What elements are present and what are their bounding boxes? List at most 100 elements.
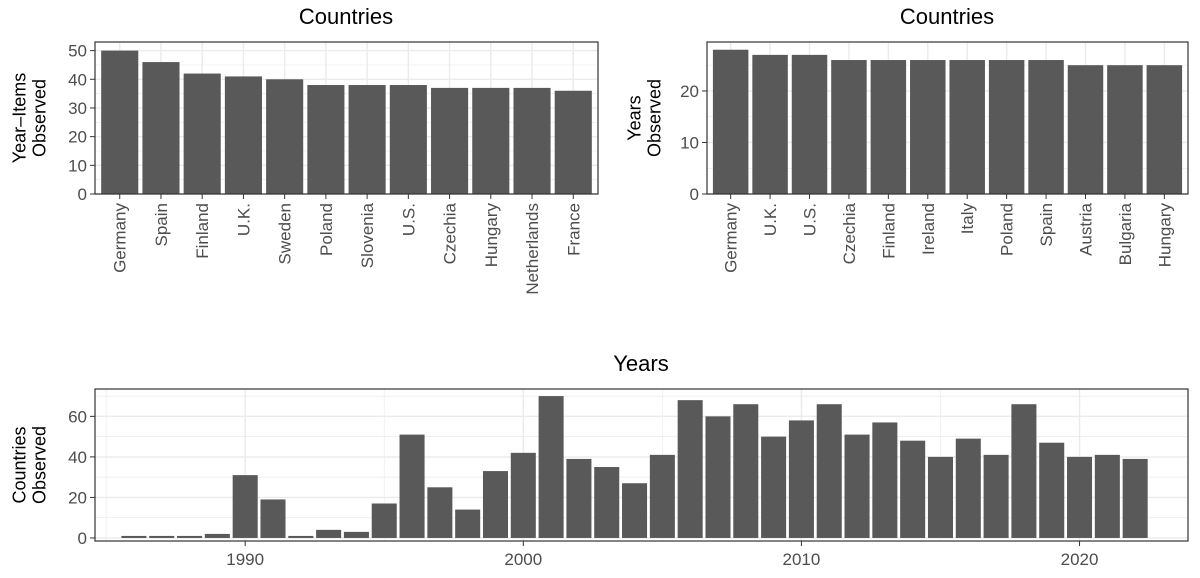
y-tick-label: 0 <box>78 185 87 204</box>
bar <box>712 49 749 194</box>
y-tick-label: 20 <box>68 128 87 147</box>
bar <box>431 87 469 194</box>
bar <box>538 396 564 538</box>
bar <box>232 475 258 538</box>
bar <box>343 531 369 538</box>
bar <box>761 436 787 538</box>
x-tick-label: Spain <box>152 203 171 246</box>
x-tick-label: Sweden <box>276 203 295 264</box>
y-tick-label: 0 <box>78 529 87 548</box>
panel-3: Years CountriesObserved 1990 2000 2010 2020 0 2… <box>10 351 1189 569</box>
bar <box>101 50 139 194</box>
y-tick-label: 60 <box>68 407 87 426</box>
x-tick-label: Hungary <box>1155 203 1174 268</box>
bar <box>482 471 509 538</box>
bar <box>183 73 221 194</box>
x-tick-label: Bulgaria <box>1116 202 1135 265</box>
y-axis-label-line: Countries <box>10 426 30 503</box>
y-tick-label: 20 <box>68 488 87 507</box>
bar <box>955 438 981 538</box>
panel-1: Countries Year–ItemsObserved Germany Spain F… <box>10 4 599 295</box>
x-tick-label: Poland <box>317 203 336 256</box>
bar <box>1067 456 1093 538</box>
bar <box>554 90 592 194</box>
x-tick-label: Germany <box>722 203 741 273</box>
x-tick-label: 2000 <box>504 550 542 569</box>
bar <box>872 422 898 538</box>
y-tick-label: 40 <box>68 448 87 467</box>
x-tick-label: Finland <box>879 203 898 259</box>
x-tick-label: Germany <box>111 203 130 273</box>
bar <box>177 535 203 538</box>
x-tick-label: Ireland <box>919 203 938 255</box>
bar <box>1067 65 1104 195</box>
bar <box>307 85 345 194</box>
x-tick-label: Spain <box>1037 203 1056 246</box>
panel-border <box>94 41 599 195</box>
bar <box>260 499 286 538</box>
y-axis-label-line: Year–Items <box>10 73 30 163</box>
bar <box>472 87 510 194</box>
bar <box>513 87 551 194</box>
y-tick-label: 20 <box>680 82 699 101</box>
bar <box>705 416 731 538</box>
x-tick-label: 2010 <box>783 550 821 569</box>
bar <box>121 535 147 538</box>
panel-2: Countries YearsObserved Germany U.K. U.S. Cze… <box>625 4 1189 273</box>
bar <box>900 440 926 538</box>
y-axis-label: CountriesObserved <box>10 426 50 504</box>
x-tick-label: 1990 <box>226 550 264 569</box>
bar <box>910 60 946 194</box>
bar <box>870 60 907 194</box>
bar <box>677 400 703 538</box>
panel-border <box>94 388 1189 542</box>
bar <box>510 452 536 538</box>
y-tick-label: 50 <box>68 42 87 61</box>
bar <box>455 509 481 538</box>
bar <box>1011 404 1037 538</box>
bar <box>142 62 180 194</box>
bar <box>649 454 675 538</box>
y-axis-label-line: Observed <box>29 79 49 157</box>
y-tick-label: 30 <box>68 99 87 118</box>
panel-title: Years <box>613 351 668 376</box>
x-tick-label: U.K. <box>234 203 253 236</box>
bar <box>316 529 342 538</box>
bar <box>348 85 386 194</box>
bar <box>566 458 592 538</box>
x-tick-label: 2020 <box>1061 550 1099 569</box>
bar <box>752 54 788 195</box>
panel-title: Countries <box>900 4 994 29</box>
bar <box>594 467 620 538</box>
bar <box>1122 458 1148 538</box>
y-axis-label: YearsObserved <box>625 79 665 157</box>
x-tick-label: U.S. <box>801 203 820 236</box>
bar <box>949 60 985 194</box>
x-tick-label: Hungary <box>482 203 501 268</box>
bar <box>927 456 953 538</box>
x-tick-label: U.K. <box>761 203 780 236</box>
x-tick-label: Slovenia <box>358 202 377 268</box>
bar <box>1094 454 1120 538</box>
bar <box>791 54 828 195</box>
bar <box>1107 65 1143 195</box>
x-tick-label: Italy <box>958 203 977 235</box>
bar <box>788 420 814 538</box>
bar <box>224 76 262 194</box>
x-tick-label: Finland <box>193 203 212 259</box>
bar <box>816 404 842 538</box>
y-axis-label: Year–ItemsObserved <box>10 73 50 163</box>
panel-title: Countries <box>299 4 393 29</box>
panel-border <box>706 41 1189 195</box>
y-tick-label: 0 <box>690 185 699 204</box>
x-tick-label: France <box>564 203 583 256</box>
y-tick-label: 10 <box>680 133 699 152</box>
x-tick-label: Austria <box>1076 202 1095 255</box>
y-axis-label-line: Observed <box>29 426 49 504</box>
bar <box>988 60 1025 194</box>
bar <box>844 434 870 538</box>
bar <box>622 483 648 538</box>
x-tick-label: Czechia <box>441 202 460 264</box>
y-tick-label: 10 <box>68 156 87 175</box>
